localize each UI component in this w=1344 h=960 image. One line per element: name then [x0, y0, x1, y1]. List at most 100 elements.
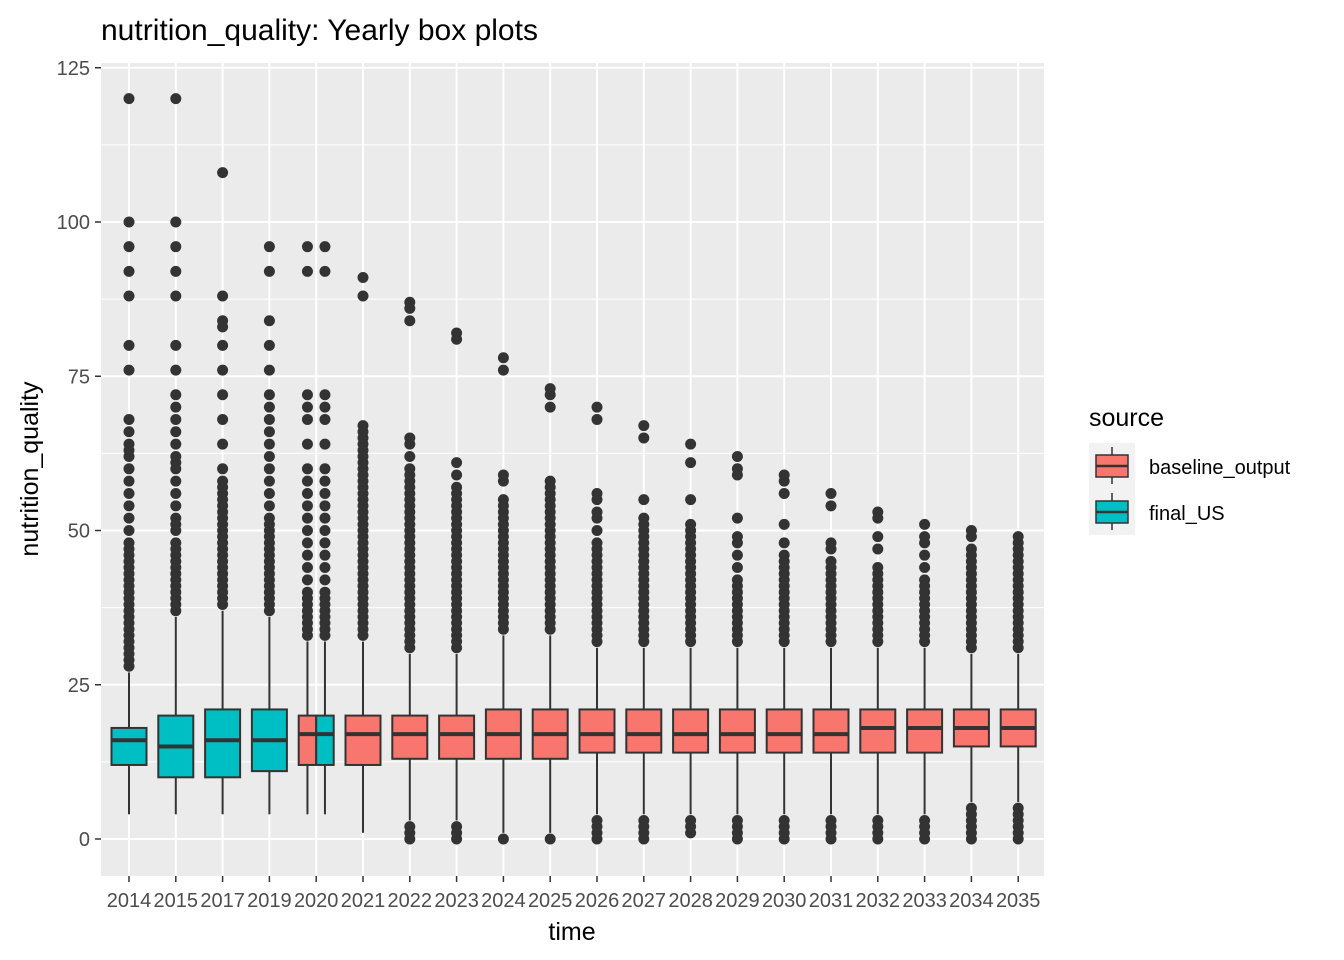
outlier-point: [170, 389, 182, 401]
outlier-point: [731, 512, 743, 524]
box-iqr: [718, 708, 756, 754]
y-tick-label: 0: [79, 829, 90, 851]
outlier-point: [872, 531, 884, 543]
outlier-point: [919, 549, 931, 561]
outlier-point: [263, 438, 275, 450]
box-2021-baseline-output: [344, 272, 382, 833]
outlier-point: [872, 543, 884, 555]
outlier-point: [217, 339, 229, 351]
outlier-point: [965, 525, 977, 536]
outlier-point: [319, 389, 331, 401]
outlier-point: [170, 401, 182, 413]
outlier-point: [217, 290, 229, 302]
outlier-point: [319, 475, 331, 487]
box-2022-baseline-output: [391, 296, 429, 845]
x-tick-label: 2028: [668, 890, 713, 912]
box-iqr: [204, 708, 242, 779]
box-2027-baseline-output: [625, 420, 663, 845]
y-tick-label: 25: [68, 675, 90, 697]
outlier-point: [731, 450, 743, 462]
outlier-point: [301, 525, 313, 536]
outlier-point: [825, 487, 837, 499]
outlier-point: [301, 537, 313, 549]
x-axis-title: time: [548, 918, 595, 946]
outlier-point: [451, 821, 463, 833]
outlier-point: [544, 383, 556, 395]
box-2034-baseline-output: [952, 525, 990, 845]
outlier-point: [301, 586, 313, 598]
x-tick-label: 2025: [528, 890, 573, 912]
box-2019-final-US: [250, 241, 288, 815]
box-2020-baseline-output: [297, 241, 318, 815]
outlier-point: [301, 549, 313, 561]
outlier-point: [319, 241, 331, 253]
outlier-point: [319, 574, 331, 586]
outlier-point: [404, 432, 416, 444]
box-iqr: [578, 708, 616, 754]
legend-title: source: [1089, 404, 1164, 432]
outlier-point: [451, 469, 463, 481]
plot-panel: [101, 63, 1044, 876]
outlier-point: [778, 518, 790, 530]
outlier-point: [497, 833, 509, 845]
x-tick-label: 2014: [107, 890, 152, 912]
outlier-point: [301, 512, 313, 524]
outlier-point: [263, 450, 275, 462]
outlier-point: [404, 463, 416, 475]
outlier-point: [301, 265, 313, 277]
outlier-point: [731, 531, 743, 543]
x-tick-label: 2019: [247, 890, 292, 912]
outlier-point: [263, 241, 275, 253]
outlier-point: [685, 438, 697, 450]
outlier-point: [685, 814, 697, 826]
outlier-point: [301, 463, 313, 475]
outlier-point: [404, 821, 416, 833]
outlier-point: [404, 296, 416, 308]
box-2017-final-US: [204, 167, 242, 815]
outlier-point: [123, 512, 135, 524]
outlier-point: [123, 93, 135, 105]
box-iqr: [438, 714, 476, 760]
outlier-point: [263, 389, 275, 401]
box-2015-final-US: [157, 93, 195, 815]
outlier-point: [263, 413, 275, 425]
outlier-point: [1012, 531, 1024, 543]
boxes-layer: [110, 93, 1037, 845]
outlier-point: [919, 814, 931, 826]
outlier-point: [357, 420, 369, 432]
box-iqr: [765, 708, 803, 754]
outlier-point: [497, 352, 509, 364]
legend-key-final-us: [1095, 493, 1129, 530]
outlier-point: [731, 463, 743, 475]
x-axis: 2014 2015 2017 2019 2020 2021 2022 2023 2024 2025…: [107, 876, 1040, 912]
outlier-point: [778, 549, 790, 561]
outlier-point: [731, 574, 743, 586]
outlier-point: [638, 512, 650, 524]
outlier-point: [685, 457, 697, 469]
outlier-point: [404, 450, 416, 462]
x-tick-label: 2022: [388, 890, 433, 912]
box-iqr: [110, 726, 148, 766]
outlier-point: [301, 413, 313, 425]
outlier-point: [170, 413, 182, 425]
outlier-point: [731, 549, 743, 561]
box-2014-final-US: [110, 93, 148, 815]
outlier-point: [591, 487, 603, 499]
outlier-point: [301, 487, 313, 499]
outlier-point: [544, 401, 556, 413]
outlier-point: [319, 265, 331, 277]
box-iqr: [344, 714, 382, 766]
box-2032-baseline-output: [859, 506, 897, 845]
x-tick-label: 2015: [154, 890, 199, 912]
x-tick-label: 2034: [949, 890, 994, 912]
outlier-point: [685, 494, 697, 506]
outlier-point: [263, 500, 275, 512]
y-axis: 0 25 50 75 100 125: [57, 58, 101, 851]
outlier-point: [123, 426, 135, 438]
y-tick-label: 125: [57, 58, 90, 80]
outlier-point: [123, 475, 135, 487]
x-tick-label: 2027: [622, 890, 667, 912]
outlier-point: [685, 518, 697, 530]
outlier-point: [123, 339, 135, 351]
outlier-point: [825, 555, 837, 567]
